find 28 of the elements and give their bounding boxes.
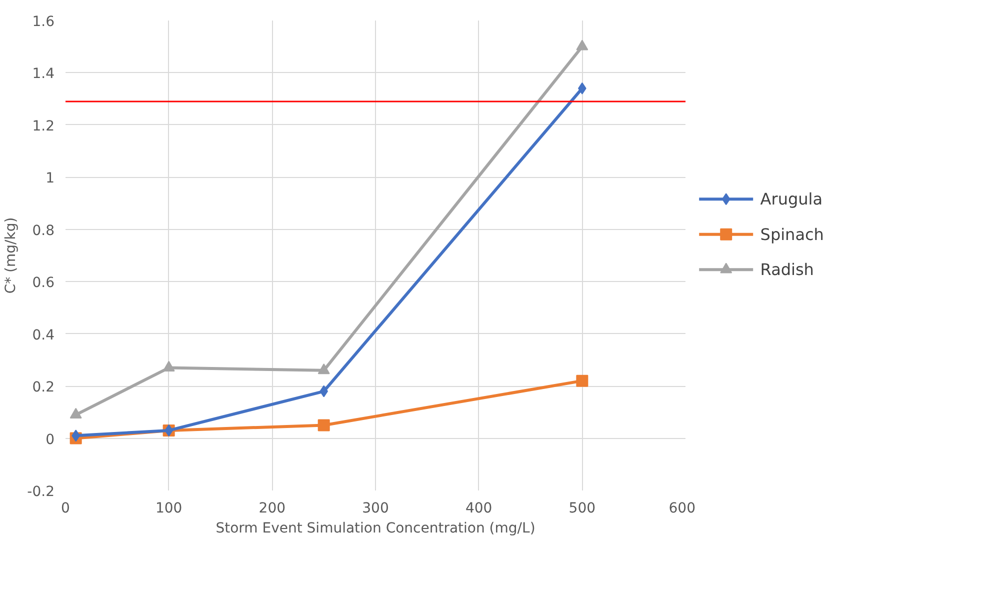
y-tick-label: 0: [46, 432, 55, 448]
point: [576, 40, 588, 50]
point: [576, 374, 588, 387]
point: [318, 419, 330, 432]
legend-label: Radish: [760, 260, 814, 280]
x-tick-label: 500: [568, 500, 596, 516]
legend-label: Arugula: [760, 190, 823, 209]
legend-label: Spinach: [760, 224, 824, 244]
x-axis-title: Storm Event Simulation Concentration (mg/L): [216, 520, 536, 536]
y-axis-title: C* (mg/kg): [3, 217, 20, 294]
y-tick-label: 1.6: [32, 14, 55, 30]
x-tick-label: 100: [155, 500, 182, 516]
x-tick-label: 600: [668, 500, 696, 516]
x-tick-label: 400: [465, 500, 492, 516]
x-tick-label: 200: [258, 500, 286, 516]
y-tick-label: 0.8: [32, 222, 54, 239]
point: [318, 364, 330, 374]
x-tick-label: 0: [61, 500, 70, 516]
point: [162, 360, 175, 372]
point: [70, 408, 82, 418]
y-tick-label: -0.2: [27, 484, 55, 500]
y-tick-label: 0.4: [32, 327, 55, 344]
y-tick-label: 0.2: [32, 380, 54, 396]
y-tick-label: 0.6: [32, 275, 55, 292]
y-tick-label: 1.2: [32, 118, 54, 134]
y-tick-label: 1.4: [32, 66, 55, 82]
x-tick-label: 300: [362, 500, 389, 516]
y-tick-label: 1: [46, 170, 55, 187]
